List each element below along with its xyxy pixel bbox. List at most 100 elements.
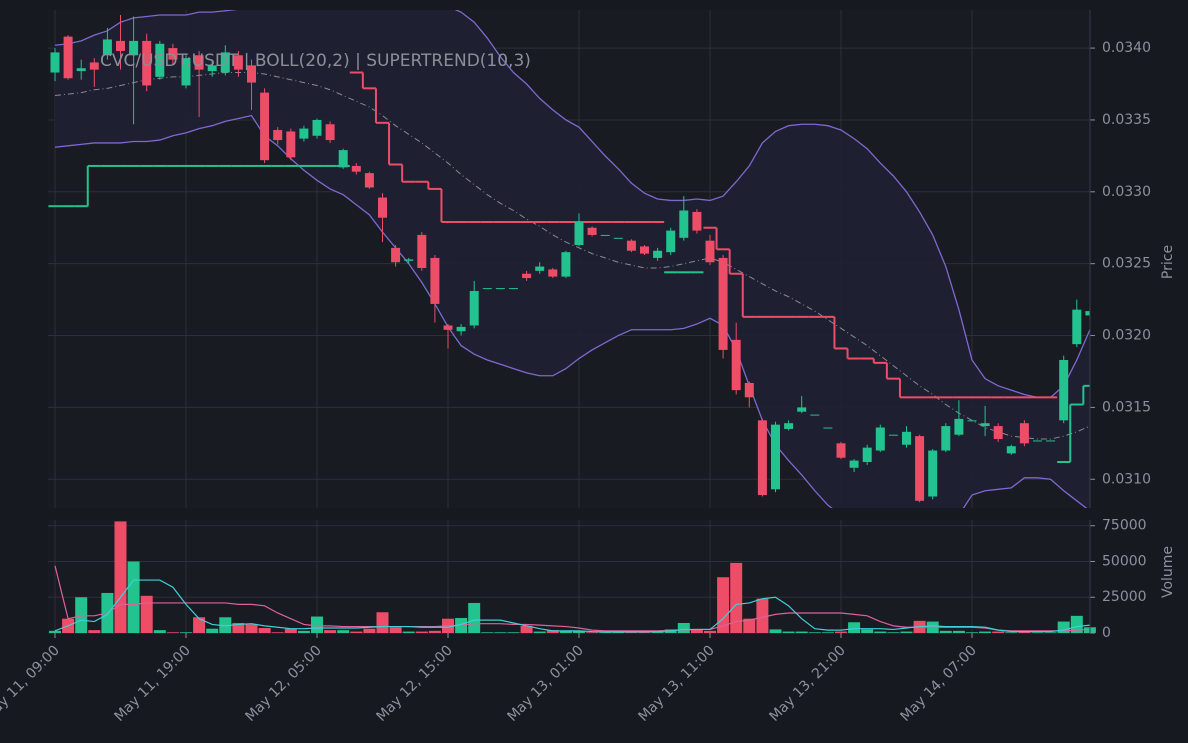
candle-body (744, 382, 754, 398)
volume-tick-label: 0 (1102, 625, 1111, 641)
candle-body (220, 52, 230, 73)
price-plot (48, 10, 1090, 508)
candle-body (299, 128, 309, 139)
candle-body (63, 36, 73, 79)
volume-bar (311, 616, 323, 633)
candle-body (443, 325, 453, 330)
candle-body (967, 420, 977, 422)
candle-body (168, 48, 178, 60)
boll-lower (54, 114, 1088, 508)
volume-bar (782, 631, 795, 633)
candle-body (430, 257, 440, 304)
volume-bar (743, 618, 756, 633)
volume-plot (49, 521, 1096, 633)
volume-bar (284, 628, 297, 633)
volume-ma (54, 579, 1090, 633)
boll-upper (54, 10, 1090, 398)
volume-bar (887, 632, 900, 633)
volume-bar (140, 595, 153, 633)
candle-body (325, 124, 335, 141)
candle-body (666, 230, 676, 253)
candle-body (810, 414, 820, 416)
candle-body (509, 288, 518, 290)
volume-bar (861, 629, 874, 633)
candle-body (784, 423, 794, 429)
candle-body (194, 55, 204, 70)
volume-bar (232, 622, 245, 633)
volume-bar (153, 630, 166, 633)
volume-bar (297, 630, 310, 633)
volume-bar (835, 631, 847, 633)
volume-tick-label: 75000 (1102, 518, 1147, 534)
volume-tick-label: 50000 (1102, 553, 1147, 569)
candle-body (548, 269, 558, 277)
y-tick-label: 0.0320 (1102, 328, 1151, 344)
volume-bar (586, 632, 599, 633)
candle-body (797, 407, 807, 412)
volume-bar (494, 632, 507, 633)
volume-tick-label: 25000 (1102, 589, 1147, 605)
volume-bar (114, 521, 127, 633)
candle-body (155, 43, 165, 77)
candle-body (207, 65, 217, 72)
chart-title: CVC/USDT:USDT | BOLL(20,2) | SUPERTREND(… (100, 51, 531, 71)
candle-body (705, 240, 715, 263)
volume-bar (1070, 615, 1083, 633)
candle-body (875, 427, 885, 451)
volume-bar (690, 629, 703, 633)
candle-body (260, 92, 270, 161)
volume-panel (48, 520, 1090, 633)
y-tick-label: 0.0330 (1102, 184, 1151, 200)
candle-body (993, 426, 1003, 440)
candle-body (653, 250, 663, 258)
volume-bar (363, 628, 376, 633)
volume-bar (245, 624, 258, 633)
volume-bar (808, 632, 821, 633)
candle-body (862, 447, 872, 463)
volume-bar (1005, 632, 1018, 633)
boll-middle (54, 72, 1090, 440)
candle-body (888, 434, 898, 436)
volume-bar (350, 631, 363, 633)
volume-bar (428, 630, 441, 633)
candle-body (626, 240, 636, 251)
volume-bar (324, 630, 337, 633)
y-tick-label: 0.0335 (1102, 112, 1151, 128)
candle-body (1059, 359, 1069, 421)
candle-body (482, 288, 492, 290)
volume-bar (625, 632, 638, 633)
volume-bar (258, 627, 271, 633)
candle-body (417, 234, 427, 268)
volume-bar (992, 631, 1005, 633)
candle-body (456, 326, 466, 332)
candle-body (718, 257, 728, 350)
candle-body (312, 119, 322, 136)
candle-body (364, 173, 374, 188)
volume-bar (952, 630, 965, 633)
volume-bar (507, 632, 520, 633)
volume-bar (271, 632, 284, 633)
volume-bar (848, 622, 861, 633)
volume-bar (88, 630, 101, 633)
candle-body (941, 426, 951, 451)
volume-bar (573, 630, 585, 633)
volume-bar (376, 612, 389, 633)
candle-body (574, 221, 584, 245)
volume-bar (874, 631, 887, 633)
candle-body (116, 40, 125, 51)
candle-body (522, 273, 532, 279)
volume-bar (193, 617, 206, 633)
candle-body (823, 427, 833, 429)
candle-body (89, 62, 99, 70)
candle-body (1033, 440, 1042, 442)
candle-body (915, 436, 925, 501)
volume-bar (769, 629, 782, 633)
volume-bar (1044, 632, 1057, 633)
volume-bar (546, 630, 559, 633)
volume-bar (1057, 621, 1070, 633)
candle-body (954, 418, 964, 435)
volume-bar (717, 577, 730, 633)
volume-axis-label: Volume (1160, 546, 1176, 598)
candle-body (142, 40, 152, 86)
